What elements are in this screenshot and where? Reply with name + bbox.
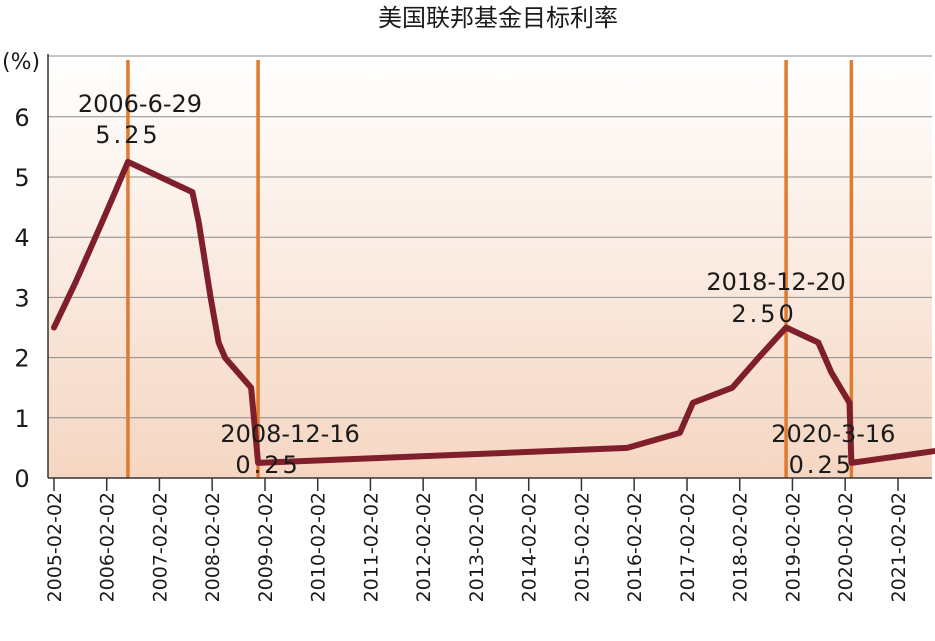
- x-tick-label: 2008-02-02: [202, 492, 224, 602]
- x-tick-label: 2021-02-02: [888, 492, 910, 602]
- y-tick-label: 1: [14, 405, 29, 433]
- grid: [48, 55, 932, 419]
- event-value-label: 0.25: [789, 451, 854, 479]
- event-value-label: 2.50: [731, 300, 796, 328]
- y-tick-label: 0: [14, 465, 29, 493]
- plot-background: [48, 56, 932, 478]
- y-axis-unit: (%): [2, 50, 40, 75]
- event-date-label: 2008-12-16: [220, 420, 359, 448]
- y-tick-label: 4: [14, 224, 29, 252]
- event-date-label: 2020-3-16: [771, 420, 895, 448]
- event-date-label: 2018-12-20: [706, 268, 845, 296]
- series: [51, 158, 935, 466]
- y-tick-label: 2: [14, 345, 29, 373]
- x-tick-label: 2012-02-02: [413, 492, 435, 602]
- event-value-label: 5.25: [95, 121, 160, 149]
- event-value-label: 0.25: [235, 451, 300, 479]
- y-tick-label: 6: [14, 104, 29, 132]
- x-tick-label: 2006-02-02: [97, 492, 119, 602]
- labels: 0 1 2 3 4 5 6 2005-02-02 2006-02-02 2007-02-02 200…: [14, 90, 910, 602]
- x-tick-label: 2019-02-02: [782, 492, 804, 602]
- rate-line: [51, 158, 935, 466]
- x-tick-label: 2015-02-02: [571, 492, 593, 602]
- x-tick-label: 2007-02-02: [149, 492, 171, 602]
- y-tick-label: 3: [14, 284, 29, 312]
- y-tick-label: 5: [14, 164, 29, 192]
- x-tick-label: 2017-02-02: [677, 492, 699, 602]
- x-tick-label: 2011-02-02: [360, 492, 382, 602]
- event-date-label: 2006-6-29: [78, 90, 202, 118]
- x-tick-label: 2010-02-02: [308, 492, 330, 602]
- x-tick-label: 2020-02-02: [835, 492, 857, 602]
- axes: [47, 54, 932, 491]
- chart-title: 美国联邦基金目标利率: [378, 4, 618, 32]
- x-tick-label: 2013-02-02: [466, 492, 488, 602]
- x-tick-label: 2005-02-02: [44, 492, 66, 602]
- x-tick-label: 2016-02-02: [624, 492, 646, 602]
- x-tick-label: 2014-02-02: [519, 492, 541, 602]
- x-tick-label: 2018-02-02: [730, 492, 752, 602]
- x-tick-label: 2009-02-02: [255, 492, 277, 602]
